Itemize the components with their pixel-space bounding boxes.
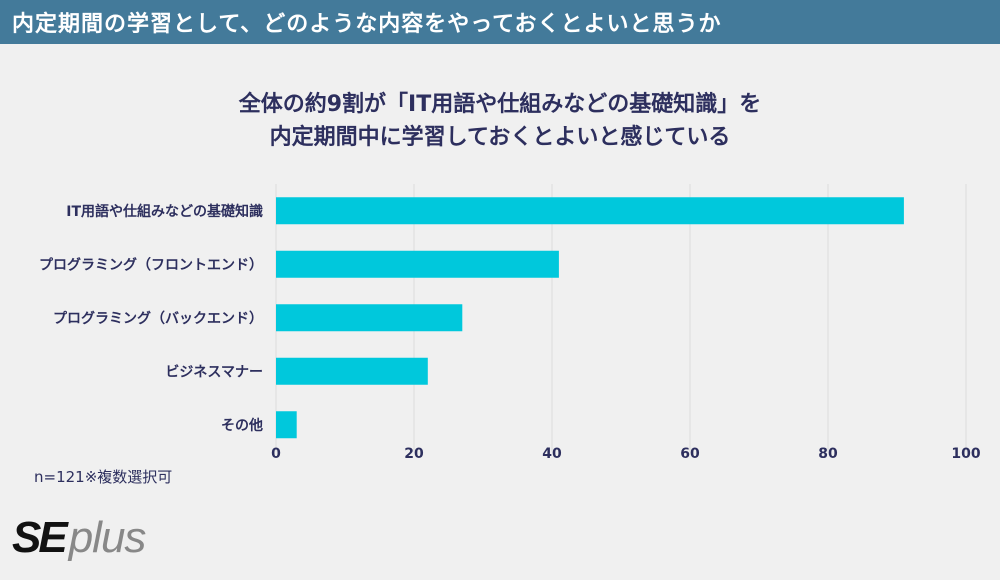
sample-note: n=121※複数選択可 <box>34 468 173 486</box>
category-label-4: その他 <box>221 417 263 434</box>
x-tick-label-20: 20 <box>404 446 424 462</box>
chart-title-line-1: 全体の約9割が「IT用語や仕組みなどの基礎知識」を <box>238 92 762 117</box>
category-label-1: プログラミング（フロントエンド） <box>39 256 263 273</box>
logo-plus-text: plus <box>68 513 147 562</box>
x-tick-label-80: 80 <box>818 446 838 462</box>
chart-title: 全体の約9割が「IT用語や仕組みなどの基礎知識」を 内定期間中に学習しておくとよ… <box>0 88 1000 154</box>
x-tick-label-100: 100 <box>951 446 980 462</box>
bar-0 <box>276 197 904 225</box>
category-label-2: プログラミング（バックエンド） <box>53 310 263 327</box>
header-bar: 内定期間の学習として、どのような内容をやっておくとよいと思うか <box>0 0 1000 44</box>
logo-se-text: SE <box>12 513 68 562</box>
bar-2 <box>276 304 463 332</box>
bar-4 <box>276 411 297 439</box>
bar-3 <box>276 357 428 385</box>
x-tick-label-40: 40 <box>542 446 562 462</box>
bar-1 <box>276 250 559 278</box>
page-title: 内定期間の学習として、どのような内容をやっておくとよいと思うか <box>12 12 722 37</box>
seplus-logo: SE plus <box>12 510 147 562</box>
category-label-0: IT用語や仕組みなどの基礎知識 <box>66 203 263 220</box>
chart-title-line-2: 内定期間中に学習しておくとよいと感じている <box>269 125 731 150</box>
category-label-3: ビジネスマナー <box>165 364 263 380</box>
x-tick-label-0: 0 <box>271 446 281 462</box>
x-tick-label-60: 60 <box>680 446 700 462</box>
